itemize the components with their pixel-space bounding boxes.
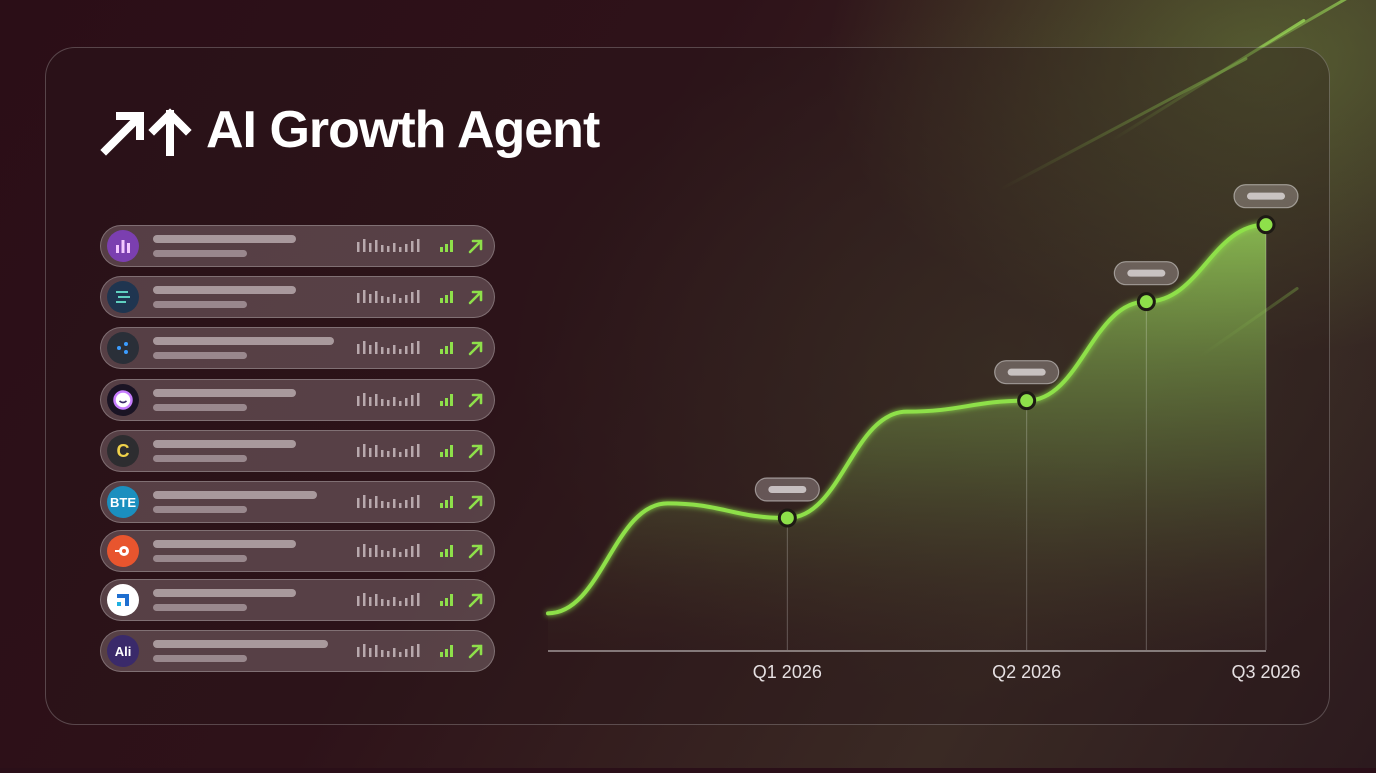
signal-icon: [440, 645, 453, 657]
text-placeholder-line: [153, 491, 317, 499]
text-placeholder-line: [153, 455, 247, 462]
list-item[interactable]: [100, 327, 495, 369]
dots-logo-icon-glyph: [117, 342, 128, 354]
text-logo-icon: Ali: [107, 635, 139, 667]
value-tag-placeholder: [1007, 368, 1046, 376]
signal-icon: [440, 445, 453, 457]
trend-up-arrow-icon[interactable]: [467, 339, 485, 357]
list-item[interactable]: [100, 379, 495, 421]
list-item[interactable]: [100, 579, 495, 621]
sparkline-bars-icon: [357, 593, 420, 606]
list-item[interactable]: C: [100, 430, 495, 472]
data-point: [1256, 215, 1276, 235]
logo-text: BTE: [110, 494, 136, 510]
value-tag-placeholder: [1247, 192, 1285, 200]
text-placeholder-line: [153, 506, 247, 513]
signal-icon: [440, 394, 453, 406]
text-placeholder-line: [153, 337, 334, 345]
signal-icon: [440, 342, 453, 354]
rocket-logo-icon-glyph: [115, 546, 129, 556]
value-tag-placeholder: [768, 486, 807, 493]
title-text: AI Growth Agent: [206, 101, 600, 159]
sparkline-bars-icon: [357, 393, 420, 406]
trend-up-arrow-icon[interactable]: [467, 442, 485, 460]
signal-icon: [440, 496, 453, 508]
rocket-logo-icon: [107, 535, 139, 567]
list-item[interactable]: BTE: [100, 481, 495, 523]
trend-up-arrow-icon[interactable]: [467, 591, 485, 609]
corner-arrow-logo-icon-glyph: [117, 594, 129, 606]
logo-text: C: [116, 440, 130, 461]
smile-logo-icon-glyph: [113, 390, 133, 410]
dots-logo-icon: [107, 332, 139, 364]
double-up-arrow-icon: [100, 108, 192, 156]
bar-chart-logo-icon: [107, 230, 139, 262]
text-placeholder-line: [153, 655, 247, 662]
sparkline-bars-icon: [357, 644, 420, 657]
text-placeholder-line: [153, 352, 247, 359]
signal-icon: [440, 545, 453, 557]
text-placeholder-line: [153, 540, 296, 548]
x-tick-label: Q1 2026: [753, 662, 822, 682]
value-tag-placeholder: [1127, 269, 1166, 277]
page-title: AI Growth Agent: [100, 98, 600, 162]
sparkline-bars-icon: [357, 444, 420, 457]
text-placeholder-line: [153, 404, 247, 411]
sparkline-bars-icon: [357, 495, 420, 508]
signal-icon: [440, 291, 453, 303]
trend-up-arrow-icon[interactable]: [467, 237, 485, 255]
text-placeholder-line: [153, 286, 296, 294]
list-item[interactable]: [100, 530, 495, 572]
text-placeholder-line: [153, 389, 296, 397]
trend-up-arrow-icon[interactable]: [467, 542, 485, 560]
text-placeholder-line: [153, 604, 247, 611]
text-placeholder-line: [153, 589, 296, 597]
lines-logo-icon: [107, 281, 139, 313]
smile-logo-icon: [107, 384, 139, 416]
sparkline-bars-icon: [357, 239, 420, 252]
list-item[interactable]: [100, 225, 495, 267]
trend-up-arrow-icon[interactable]: [467, 493, 485, 511]
data-point: [777, 508, 797, 528]
sparkline-bars-icon: [357, 341, 420, 354]
area-fill: [548, 224, 1266, 650]
text-placeholder-line: [153, 235, 296, 243]
x-tick-label: Q3 2026: [1231, 662, 1300, 682]
data-point: [1017, 391, 1037, 411]
trend-up-arrow-icon[interactable]: [467, 288, 485, 306]
lines-logo-icon-glyph: [116, 291, 130, 303]
trend-up-arrow-icon[interactable]: [467, 391, 485, 409]
text-logo-icon: BTE: [107, 486, 139, 518]
signal-icon: [440, 240, 453, 252]
letter-logo-icon: C: [107, 435, 139, 467]
corner-arrow-logo-icon: [107, 584, 139, 616]
sparkline-bars-icon: [357, 544, 420, 557]
logo-text: Ali: [114, 643, 132, 659]
bar-chart-logo-icon-glyph: [116, 240, 130, 253]
text-placeholder-line: [153, 640, 328, 648]
sparkline-bars-icon: [357, 290, 420, 303]
x-tick-label: Q2 2026: [992, 662, 1061, 682]
list-item[interactable]: [100, 276, 495, 318]
text-placeholder-line: [153, 301, 247, 308]
text-placeholder-line: [153, 440, 296, 448]
text-placeholder-line: [153, 250, 247, 257]
signal-icon: [440, 594, 453, 606]
list-item[interactable]: Ali: [100, 630, 495, 672]
data-point: [1136, 292, 1156, 312]
trend-up-arrow-icon[interactable]: [467, 642, 485, 660]
text-placeholder-line: [153, 555, 247, 562]
